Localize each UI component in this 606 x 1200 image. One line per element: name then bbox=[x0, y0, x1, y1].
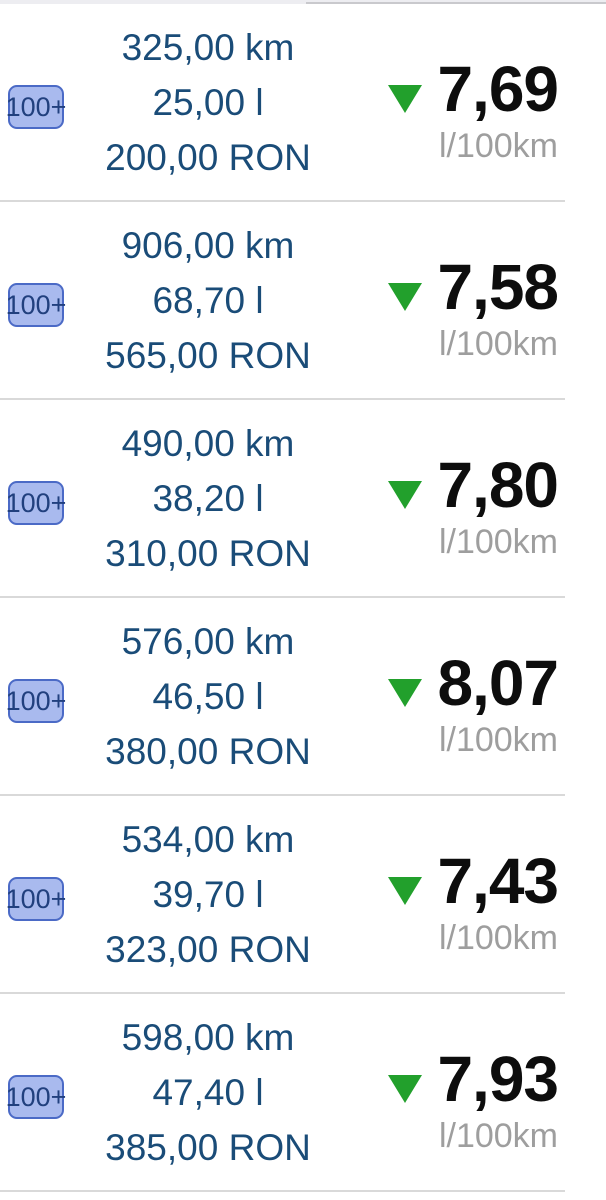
consumption-unit: l/100km bbox=[438, 720, 558, 759]
row-separator bbox=[0, 398, 565, 400]
cost-value: 310,00 RON bbox=[105, 532, 311, 574]
trend-down-icon bbox=[388, 85, 423, 114]
row-separator bbox=[0, 992, 565, 994]
fuel-type-badge: 100+ bbox=[6, 481, 66, 525]
fillup-details: 598,00 km 47,40 l 385,00 RON bbox=[72, 994, 344, 1190]
fuel-volume-value: 47,40 l bbox=[152, 1071, 264, 1113]
consumption-block: 7,43 l/100km bbox=[344, 796, 606, 992]
consumption-unit: l/100km bbox=[438, 918, 558, 957]
cost-value: 200,00 RON bbox=[105, 136, 311, 178]
distance-value: 906,00 km bbox=[121, 224, 295, 266]
badge-column: 100+ bbox=[0, 598, 72, 794]
row-separator bbox=[0, 1190, 565, 1192]
fuel-volume-value: 38,20 l bbox=[152, 477, 264, 519]
fuel-log-row[interactable]: 100+ 906,00 km 68,70 l 565,00 RON 7,58 l… bbox=[0, 202, 606, 398]
consumption-unit: l/100km bbox=[438, 522, 558, 561]
fuel-type-badge: 100+ bbox=[6, 679, 66, 723]
badge-column: 100+ bbox=[0, 400, 72, 596]
fillup-details: 576,00 km 46,50 l 380,00 RON bbox=[72, 598, 344, 794]
fillup-details: 325,00 km 25,00 l 200,00 RON bbox=[72, 4, 344, 200]
fillup-details: 906,00 km 68,70 l 565,00 RON bbox=[72, 202, 344, 398]
fuel-volume-value: 25,00 l bbox=[152, 81, 264, 123]
consumption-value: 7,69 bbox=[437, 53, 559, 126]
consumption-unit: l/100km bbox=[438, 126, 558, 165]
fuel-type-badge: 100+ bbox=[6, 283, 66, 327]
distance-value: 490,00 km bbox=[121, 422, 295, 464]
fuel-type-badge: 100+ bbox=[6, 85, 66, 129]
previous-row-edge bbox=[0, 0, 606, 4]
consumption-unit: l/100km bbox=[438, 1116, 558, 1155]
fillup-details: 490,00 km 38,20 l 310,00 RON bbox=[72, 400, 344, 596]
badge-column: 100+ bbox=[0, 202, 72, 398]
fuel-log-row[interactable]: 100+ 490,00 km 38,20 l 310,00 RON 7,80 l… bbox=[0, 400, 606, 596]
fuel-log-row[interactable]: 100+ 598,00 km 47,40 l 385,00 RON 7,93 l… bbox=[0, 994, 606, 1190]
fuel-log-row[interactable]: 100+ 576,00 km 46,50 l 380,00 RON 8,07 l… bbox=[0, 598, 606, 794]
row-separator bbox=[0, 794, 565, 796]
fuel-log-row[interactable]: 100+ 325,00 km 25,00 l 200,00 RON 7,69 l… bbox=[0, 4, 606, 200]
trend-down-icon bbox=[388, 1075, 423, 1104]
consumption-block: 8,07 l/100km bbox=[344, 598, 606, 794]
row-separator bbox=[0, 200, 565, 202]
cost-value: 323,00 RON bbox=[105, 928, 311, 970]
consumption-value: 7,43 bbox=[437, 845, 559, 918]
fuel-type-badge: 100+ bbox=[6, 1075, 66, 1119]
trend-down-icon bbox=[388, 679, 423, 708]
consumption-block: 7,69 l/100km bbox=[344, 4, 606, 200]
fuel-type-badge: 100+ bbox=[6, 877, 66, 921]
distance-value: 534,00 km bbox=[121, 818, 295, 860]
consumption-block: 7,93 l/100km bbox=[344, 994, 606, 1190]
fuel-log-row[interactable]: 100+ 534,00 km 39,70 l 323,00 RON 7,43 l… bbox=[0, 796, 606, 992]
badge-column: 100+ bbox=[0, 796, 72, 992]
fillup-details: 534,00 km 39,70 l 323,00 RON bbox=[72, 796, 344, 992]
cost-value: 380,00 RON bbox=[105, 730, 311, 772]
badge-column: 100+ bbox=[0, 994, 72, 1190]
row-separator bbox=[0, 596, 565, 598]
previous-row-separator bbox=[306, 2, 606, 4]
distance-value: 598,00 km bbox=[121, 1016, 295, 1058]
consumption-unit: l/100km bbox=[438, 324, 558, 363]
consumption-value: 8,07 bbox=[437, 647, 559, 720]
distance-value: 325,00 km bbox=[121, 26, 295, 68]
consumption-value: 7,93 bbox=[437, 1043, 559, 1116]
fuel-volume-value: 39,70 l bbox=[152, 873, 264, 915]
consumption-value: 7,58 bbox=[437, 251, 559, 324]
trend-down-icon bbox=[388, 283, 423, 312]
distance-value: 576,00 km bbox=[121, 620, 295, 662]
consumption-value: 7,80 bbox=[437, 449, 559, 522]
consumption-block: 7,58 l/100km bbox=[344, 202, 606, 398]
fuel-volume-value: 68,70 l bbox=[152, 279, 264, 321]
trend-down-icon bbox=[388, 877, 423, 906]
badge-column: 100+ bbox=[0, 4, 72, 200]
fuel-volume-value: 46,50 l bbox=[152, 675, 264, 717]
cost-value: 565,00 RON bbox=[105, 334, 311, 376]
trend-down-icon bbox=[388, 481, 423, 510]
consumption-block: 7,80 l/100km bbox=[344, 400, 606, 596]
cost-value: 385,00 RON bbox=[105, 1126, 311, 1168]
